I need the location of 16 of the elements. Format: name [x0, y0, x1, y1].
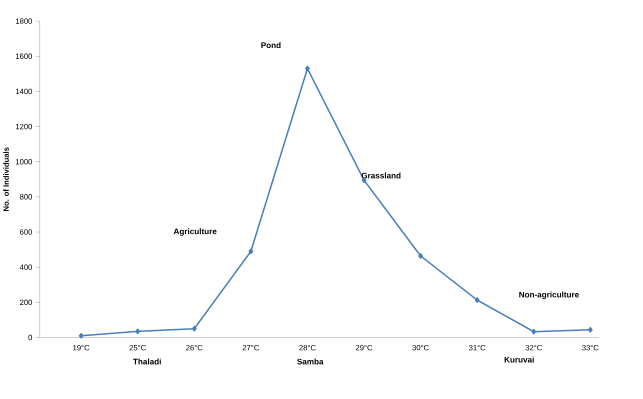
annotation: Pond	[261, 42, 281, 48]
annotation: Agriculture	[174, 228, 217, 236]
point	[135, 328, 140, 334]
annotation: Grassland	[362, 172, 400, 179]
point	[78, 332, 84, 339]
annotation: Non-agriculture	[519, 292, 579, 300]
text: Kuruvai	[504, 356, 534, 363]
point	[418, 253, 423, 259]
point	[588, 326, 593, 333]
text: Samba	[297, 358, 324, 365]
point	[531, 328, 536, 335]
point	[305, 66, 310, 72]
point	[192, 326, 197, 332]
text: Thaladi	[133, 358, 161, 365]
point	[248, 248, 254, 254]
point	[474, 297, 480, 303]
